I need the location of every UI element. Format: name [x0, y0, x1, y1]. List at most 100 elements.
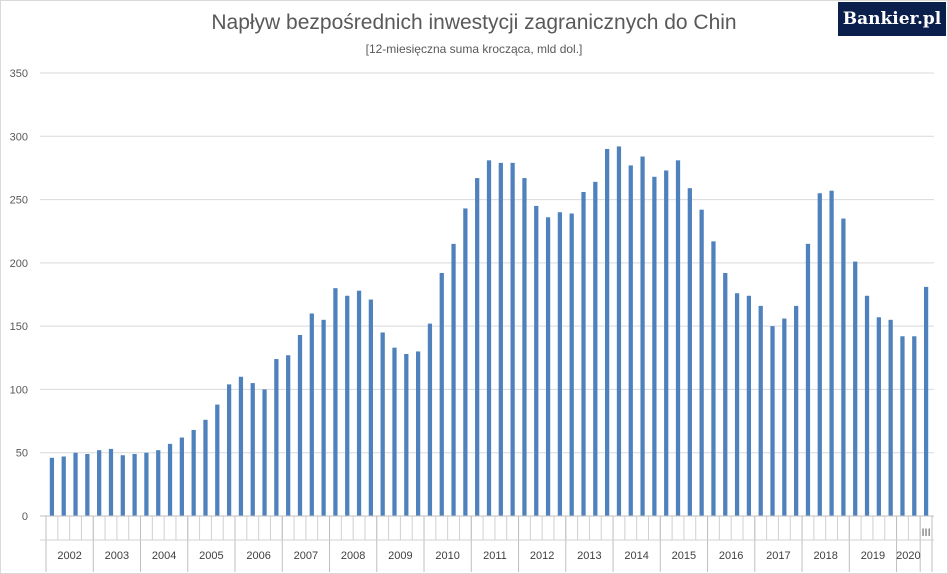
year-label: 2010: [435, 550, 459, 562]
bar: [782, 318, 787, 516]
bar: [356, 290, 362, 516]
bar: [616, 146, 622, 516]
year-label: 2018: [813, 550, 837, 562]
bar: [333, 288, 338, 516]
y-tick-label: 200: [10, 258, 28, 270]
year-label: 2013: [577, 550, 601, 562]
year-label: 2011: [483, 550, 507, 562]
bar: [321, 319, 326, 516]
y-tick-label: 300: [10, 131, 28, 143]
bar: [605, 148, 610, 516]
bar: [876, 317, 881, 516]
quarter-label: III: [922, 527, 931, 539]
bar: [534, 205, 539, 516]
bankier-logo: Bankier.pl: [838, 2, 946, 36]
bar: [888, 319, 893, 516]
year-label: 2009: [388, 550, 412, 562]
bar: [640, 156, 645, 516]
bar: [912, 336, 917, 516]
bar: [297, 335, 303, 516]
bar: [569, 213, 574, 516]
y-tick-label: 350: [10, 68, 28, 80]
bar: [900, 336, 905, 516]
bar: [557, 212, 563, 516]
bar: [805, 243, 811, 516]
bar: [427, 323, 433, 516]
bar: [167, 443, 173, 516]
bar: [108, 448, 114, 516]
y-tick-label: 150: [10, 321, 28, 333]
bar: [250, 383, 255, 516]
year-label: 2005: [199, 550, 223, 562]
year-label: 2020: [896, 550, 920, 562]
bar: [368, 299, 373, 516]
bar: [439, 272, 444, 516]
bar: [463, 208, 468, 516]
bar: [132, 453, 137, 516]
bar: [664, 170, 669, 516]
bar: [97, 450, 102, 516]
bar: [475, 178, 480, 516]
bar: [510, 162, 515, 516]
y-tick-label: 250: [10, 195, 28, 207]
bar: [498, 162, 503, 516]
bar: [404, 353, 409, 516]
bar: [179, 437, 184, 516]
bar: [451, 243, 456, 516]
year-label: 2007: [294, 550, 318, 562]
bar: [85, 453, 90, 516]
bar: [817, 193, 822, 516]
bar: [286, 355, 291, 516]
y-tick-label: 100: [10, 384, 28, 396]
bar: [829, 190, 834, 516]
bar: [628, 165, 633, 516]
bar: [923, 286, 929, 516]
chart-subtitle: [12-miesięczna suma krocząca, mld dol.]: [365, 42, 583, 56]
bar: [746, 295, 752, 516]
y-tick-label: 0: [22, 511, 28, 523]
year-label: 2006: [246, 550, 270, 562]
bar: [191, 429, 196, 516]
bar: [758, 305, 763, 516]
year-label: 2017: [766, 550, 790, 562]
year-label: 2012: [530, 550, 554, 562]
bar: [73, 452, 78, 516]
bar: [392, 347, 397, 516]
bar: [380, 332, 385, 516]
bar: [156, 450, 161, 516]
bar: [415, 351, 421, 516]
bar: [770, 326, 775, 516]
bar: [238, 376, 244, 516]
year-label: 2003: [105, 550, 129, 562]
year-label: 2019: [861, 550, 885, 562]
bar: [794, 305, 799, 516]
bar: [262, 389, 267, 516]
bar: [345, 295, 350, 516]
bar: [522, 178, 527, 516]
bar: [274, 359, 279, 516]
chart-title: Napływ bezpośrednich inwestycji zagranic…: [211, 11, 737, 34]
bar: [687, 188, 692, 516]
bar: [120, 455, 125, 516]
year-label: 2015: [672, 550, 696, 562]
bar: [486, 160, 492, 516]
bar: [593, 181, 598, 516]
bar: [61, 456, 66, 516]
bar: [203, 419, 208, 516]
year-label: 2008: [341, 550, 365, 562]
bar: [853, 261, 858, 516]
bar: [545, 217, 551, 516]
bar: [144, 452, 149, 516]
bar: [699, 209, 704, 516]
year-label: 2002: [57, 550, 81, 562]
bar: [226, 384, 232, 516]
bar: [309, 313, 314, 516]
bar: [841, 218, 846, 517]
bar: [723, 272, 728, 516]
bar: [581, 191, 586, 516]
bar: [49, 457, 55, 516]
year-label: 2004: [152, 550, 176, 562]
bar: [864, 295, 870, 516]
year-label: 2016: [719, 550, 743, 562]
bar: [652, 176, 657, 516]
